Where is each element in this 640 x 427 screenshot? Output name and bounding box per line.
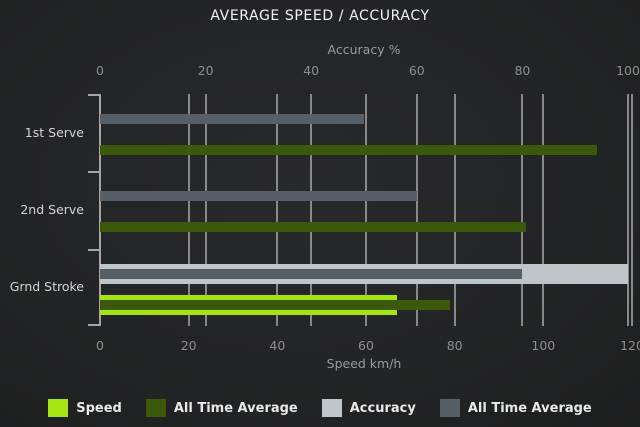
bar-accuracy-average-2nd-serve: [100, 191, 417, 202]
legend-swatch: [145, 399, 166, 417]
category-label: Grnd Stroke: [9, 279, 84, 295]
gridline-speed-20: [187, 94, 190, 326]
speed-tick-label: 100: [531, 338, 556, 353]
accuracy-tick-label: 100: [616, 63, 640, 78]
chart-title: AVERAGE SPEED / ACCURACY: [210, 8, 430, 24]
speed-tick-label: 60: [358, 338, 374, 353]
gridline-speed-60: [365, 94, 367, 326]
gridline-speed-80: [453, 94, 456, 326]
legend-swatch: [439, 399, 460, 417]
legend-item: All Time Average: [439, 399, 592, 417]
legend-label: All Time Average: [467, 400, 592, 416]
speed-tick-label: 20: [180, 338, 197, 353]
gridline-accuracy-20: [204, 94, 207, 326]
legend-label: Speed: [76, 400, 122, 416]
gridline-accuracy-40: [310, 94, 313, 326]
accuracy-tick-label: 0: [96, 63, 104, 78]
bar-speed-average-2nd-serve: [100, 222, 526, 233]
legend-item: Speed: [48, 399, 122, 417]
speed-tick-label: 80: [446, 338, 463, 353]
legend-label: Accuracy: [349, 400, 416, 416]
legend-item: All Time Average: [145, 399, 298, 417]
y-axis-tick: [88, 94, 100, 96]
category-label: 2nd Serve: [20, 202, 84, 217]
plot-area: [88, 94, 634, 326]
y-axis-tick: [88, 324, 100, 326]
category-label: 1st Serve: [24, 124, 84, 140]
accuracy-tick-label: 60: [408, 63, 425, 78]
bar-accuracy-average-grnd-stroke: [100, 268, 523, 279]
legend: Speed All Time Average Accuracy All Time Av…: [0, 397, 640, 419]
gridline-accuracy-60: [415, 94, 418, 326]
accuracy-tick-label: 20: [197, 63, 214, 78]
gridline-speed-120: [631, 94, 633, 326]
y-axis-tick: [88, 171, 100, 174]
legend-label: All Time Average: [173, 400, 298, 416]
speed-tick-label: 120: [620, 338, 640, 353]
gridline-accuracy-100: [627, 94, 629, 326]
gridline-speed-40: [276, 94, 279, 326]
legend-swatch: [48, 399, 69, 417]
gridline-accuracy-80: [521, 94, 524, 326]
y-axis-tick: [88, 248, 100, 251]
legend-item: Accuracy: [321, 399, 416, 417]
y-axis-line: [99, 94, 101, 326]
legend-swatch: [321, 399, 342, 417]
bar-accuracy-average-1st-serve: [100, 114, 364, 124]
accuracy-axis-title: Accuracy %: [327, 42, 401, 57]
speed-tick-label: 0: [96, 338, 104, 353]
gridline-speed-100: [542, 94, 545, 326]
bar-speed-average-grnd-stroke: [100, 299, 451, 310]
speed-axis-title: Speed km/h: [326, 356, 402, 371]
bar-speed-average-1st-serve: [100, 145, 597, 155]
accuracy-tick-label: 40: [303, 63, 320, 78]
speed-tick-label: 40: [269, 338, 286, 353]
accuracy-tick-label: 80: [514, 63, 531, 78]
